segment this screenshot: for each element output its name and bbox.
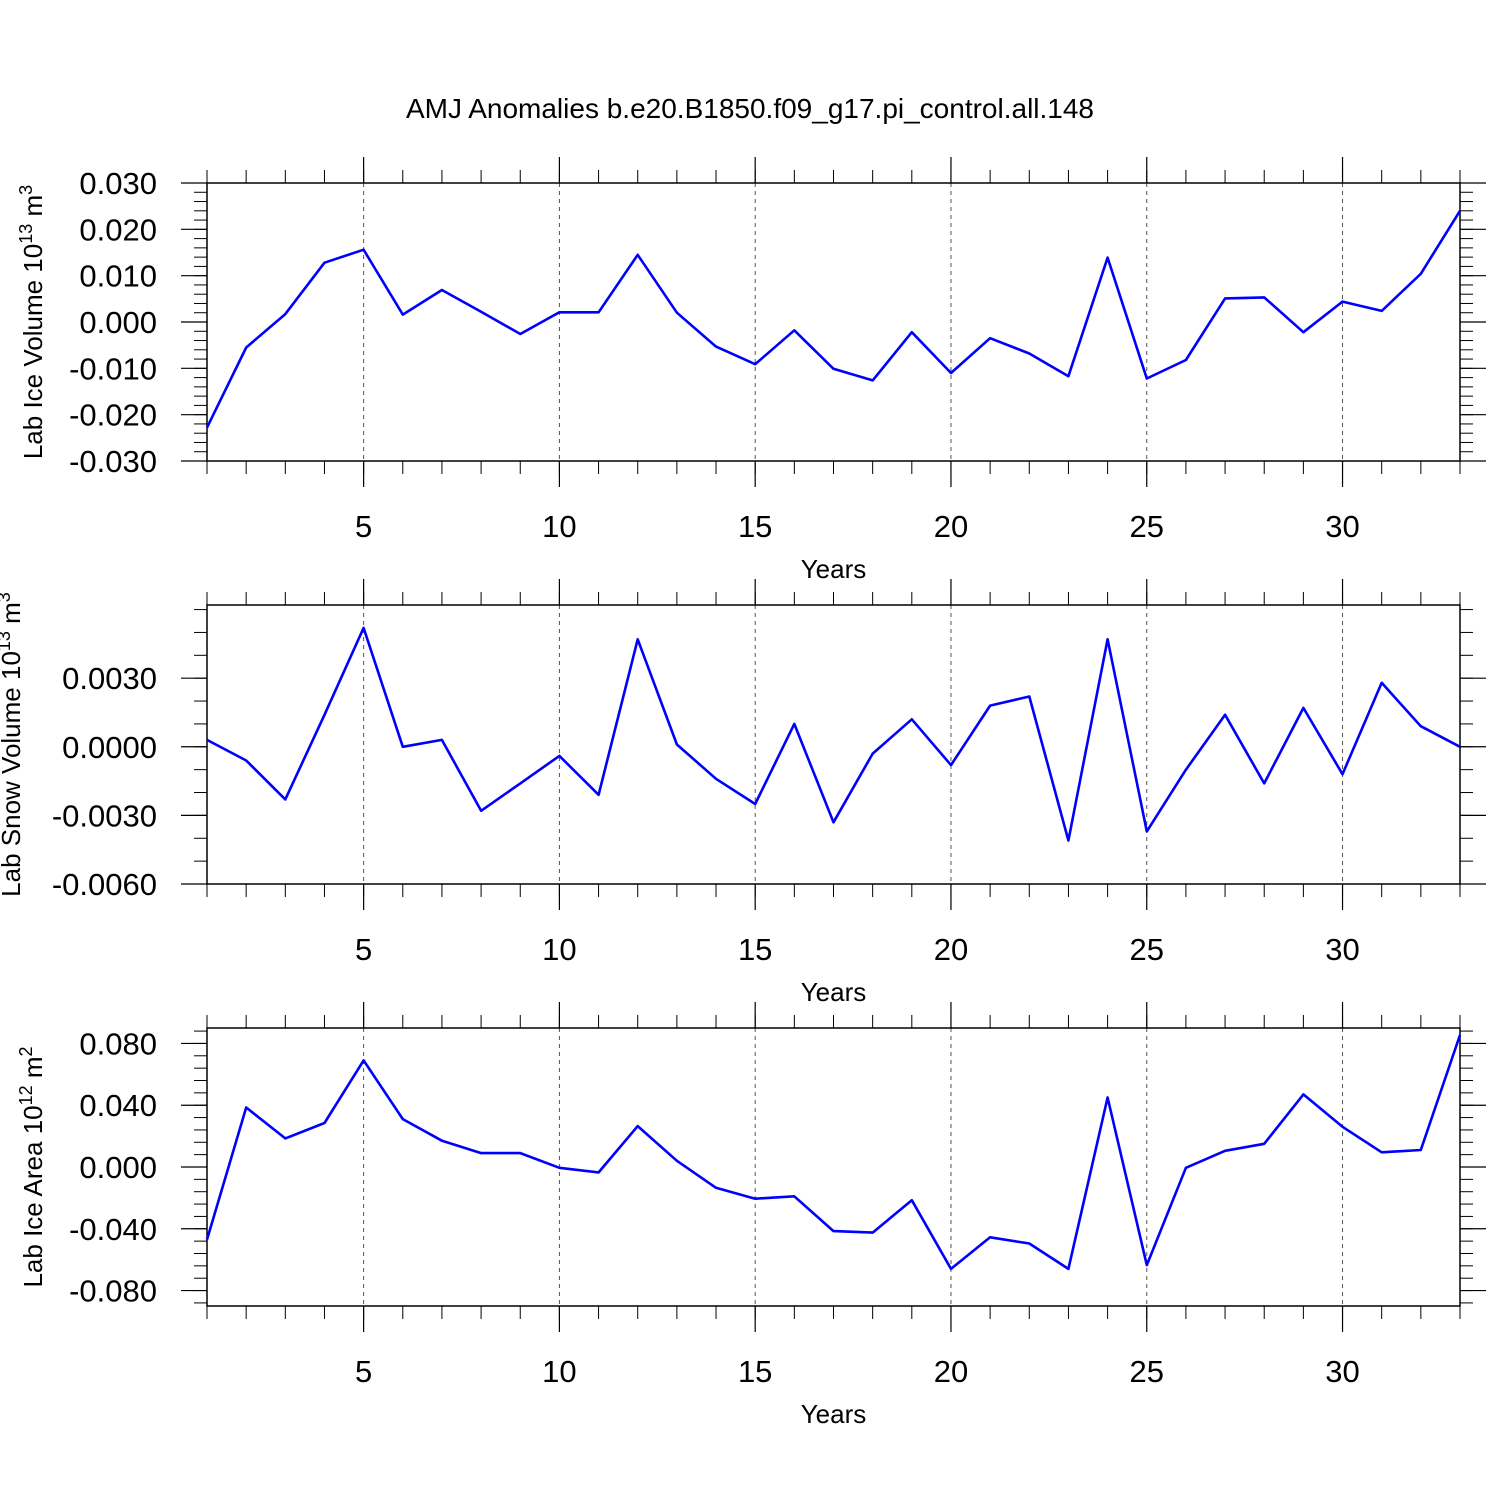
series-line bbox=[206, 626, 1461, 842]
y-axis-title-main: Lab Ice Area 10 bbox=[18, 1105, 48, 1287]
y-tick-label: 0.0030 bbox=[62, 661, 157, 696]
y-axis-title-main: Lab Ice Volume 10 bbox=[18, 244, 48, 459]
y-tick-label: 0.000 bbox=[79, 305, 157, 340]
y-tick-label: 0.0000 bbox=[62, 730, 157, 765]
panel-3: 5 10 15 20 25 30 -0.080 -0.040 0.000 0.040 0.080 Ye… bbox=[16, 1002, 1486, 1429]
x-tick-label: 10 bbox=[542, 1354, 576, 1389]
y-axis-title-exponent: 13 bbox=[16, 224, 36, 244]
y-tick-label: 0.020 bbox=[79, 212, 157, 247]
y-tick-label: 0.080 bbox=[79, 1026, 157, 1061]
y-tick-label: -0.0060 bbox=[52, 867, 157, 902]
x-tick-label: 20 bbox=[934, 509, 968, 544]
y-axis-title: Lab Snow Volume 1013 m3 bbox=[0, 592, 26, 897]
panel-1: 5 10 15 20 25 30 -0.030 -0.020 -0.010 0.000 0.010 0… bbox=[16, 157, 1486, 584]
x-tick-label: 5 bbox=[355, 932, 372, 967]
y-tick-label: -0.0030 bbox=[52, 798, 157, 833]
series-line bbox=[205, 210, 1462, 429]
y-tick-label: 0.040 bbox=[79, 1088, 157, 1123]
plot-frame bbox=[206, 1027, 1461, 1307]
y-tick-label: 0.010 bbox=[79, 259, 157, 294]
chart-title: AMJ Anomalies b.e20.B1850.f09_g17.pi_con… bbox=[406, 93, 1094, 124]
y-axis-title-unit: m bbox=[18, 195, 48, 224]
y-tick-label: 0.000 bbox=[79, 1150, 157, 1185]
x-tick-label: 15 bbox=[738, 509, 772, 544]
y-axis-title-main: Lab Snow Volume 10 bbox=[0, 651, 26, 897]
x-tick-label: 30 bbox=[1325, 509, 1359, 544]
x-tick-label: 15 bbox=[738, 1354, 772, 1389]
x-tick-label: 15 bbox=[738, 932, 772, 967]
y-tick-label: 0.030 bbox=[79, 166, 157, 201]
panel-2: 5 10 15 20 25 30 -0.0060 -0.0030 0.0000 0.0030 Yea… bbox=[0, 579, 1486, 1007]
plot-frame bbox=[206, 604, 1461, 885]
x-tick-label: 5 bbox=[355, 509, 372, 544]
y-axis-title-unit: m bbox=[18, 1056, 48, 1085]
y-axis-title: Lab Ice Area 1012 m2 bbox=[16, 1046, 48, 1287]
x-tick-label: 20 bbox=[934, 932, 968, 967]
y-tick-label: -0.020 bbox=[69, 398, 157, 433]
y-axis-title-unit-exponent: 2 bbox=[16, 1046, 36, 1056]
x-tick-label: 10 bbox=[542, 932, 576, 967]
y-tick-label: -0.030 bbox=[69, 444, 157, 479]
y-axis-title-exponent: 13 bbox=[0, 631, 14, 651]
x-axis-title: Years bbox=[801, 1399, 867, 1429]
plot-frame bbox=[206, 182, 1461, 462]
x-axis-title: Years bbox=[801, 554, 867, 584]
x-tick-label: 25 bbox=[1130, 932, 1164, 967]
y-tick-label: -0.040 bbox=[69, 1212, 157, 1247]
x-tick-label: 20 bbox=[934, 1354, 968, 1389]
x-tick-label: 10 bbox=[542, 509, 576, 544]
x-axis-title: Years bbox=[801, 977, 867, 1007]
y-axis-title-unit-exponent: 3 bbox=[0, 592, 14, 602]
x-tick-label: 25 bbox=[1130, 1354, 1164, 1389]
series-line bbox=[205, 1034, 1462, 1271]
y-axis-title: Lab Ice Volume 1013 m3 bbox=[16, 185, 48, 459]
x-tick-label: 25 bbox=[1130, 509, 1164, 544]
x-tick-label: 30 bbox=[1325, 932, 1359, 967]
y-tick-label: -0.080 bbox=[69, 1274, 157, 1309]
x-tick-label: 30 bbox=[1325, 1354, 1359, 1389]
y-tick-label: -0.010 bbox=[69, 351, 157, 386]
y-axis-title-exponent: 12 bbox=[16, 1085, 36, 1105]
x-tick-label: 5 bbox=[355, 1354, 372, 1389]
y-axis-title-unit: m bbox=[0, 602, 26, 631]
y-axis-title-unit-exponent: 3 bbox=[16, 185, 36, 195]
